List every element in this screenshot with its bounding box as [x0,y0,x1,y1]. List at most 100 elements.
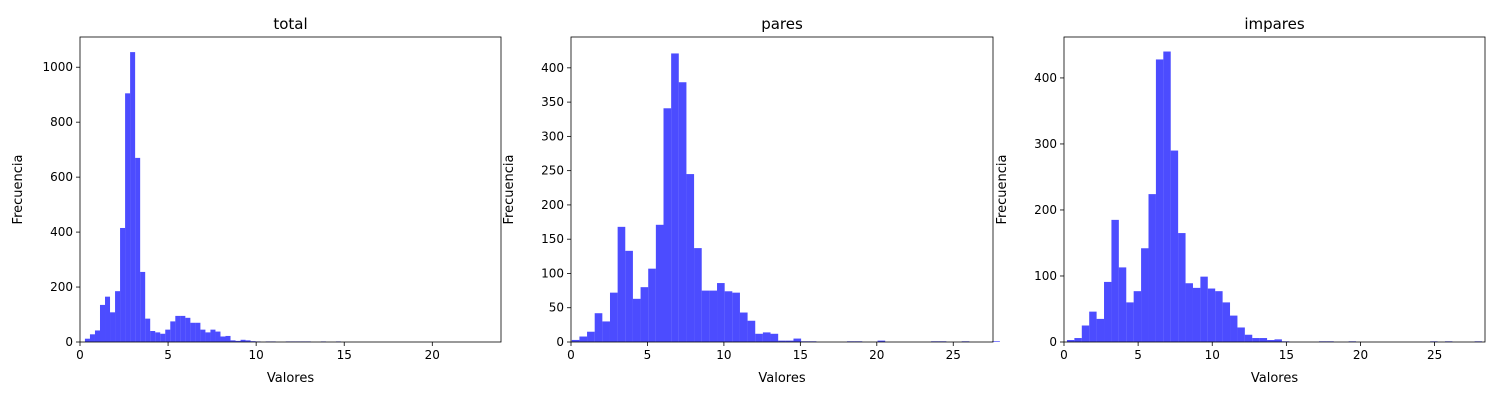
y-tick-label: 250 [541,164,564,178]
y-tick-label: 800 [50,115,73,129]
bar [717,283,725,342]
bar [1252,338,1260,342]
y-tick-label: 200 [50,280,73,294]
bar [1274,339,1282,342]
y-tick-label: 50 [549,301,564,315]
bar [1126,302,1134,342]
x-tick-label: 5 [164,348,172,362]
x-axis-label: Valores [1251,371,1298,386]
bar [125,93,131,342]
bar [195,322,201,342]
x-tick-label: 5 [1134,348,1142,362]
bar [640,287,649,342]
bar [1192,287,1201,342]
bar [1185,283,1193,342]
bar [686,174,695,342]
bar [655,224,664,342]
bar [579,336,588,342]
bar [84,338,90,342]
y-axis-label: Frecuencia [995,155,1010,225]
bar [1237,327,1245,342]
bar [240,339,246,342]
bar [220,336,226,342]
plot-frame [570,36,994,343]
y-tick-label: 200 [541,198,564,212]
bar [1215,291,1223,342]
x-tick-label: 10 [249,348,264,362]
bar [1207,288,1216,342]
chart-title: impares [1244,15,1305,33]
bar [190,322,196,342]
bar [115,291,121,342]
bar [170,321,176,342]
bar [1244,334,1253,342]
bar [1066,340,1075,342]
bar [205,332,211,342]
plot-frame [1063,36,1486,343]
x-tick-label: 15 [337,348,352,362]
bar [235,340,241,342]
x-tick-label: 25 [946,348,961,362]
bar [1111,219,1119,342]
bar [145,318,151,342]
x-tick-label: 0 [567,348,575,362]
y-tick-label: 400 [50,225,73,239]
bar [1074,338,1082,342]
chart-title: total [273,15,307,33]
bar [694,248,702,342]
bar [1163,51,1171,343]
bar [250,341,256,342]
bars [84,52,341,343]
bar [617,226,626,342]
bar [185,317,191,342]
bar [625,250,633,342]
bar [140,271,146,342]
subplot-3: 0 5 10 15 20 25 0 100 200 300 400 impares Valores Fre… [995,15,1486,386]
subplot-1: 0 5 10 15 2002004006008001000totalValoresFre… [11,15,502,386]
bar [105,296,111,342]
bar [747,320,756,342]
bar [1148,194,1156,342]
y-tick-label: 100 [1034,269,1057,283]
plot-frame [79,36,502,343]
bar [155,332,161,342]
y-tick-label: 0 [65,335,73,349]
x-tick-label: 20 [1353,348,1368,362]
bar [1133,291,1142,342]
bar [724,291,733,342]
bar [1118,267,1127,342]
x-tick-label: 20 [869,348,884,362]
y-tick-label: 400 [541,61,564,75]
x-tick-label: 5 [644,348,652,362]
y-axis-label: Frecuencia [11,155,26,225]
bar [755,333,763,342]
bar [94,330,100,342]
bar [793,338,802,342]
x-tick-label: 0 [76,348,84,362]
bar [1081,325,1090,342]
bar [877,340,886,342]
bar [709,290,718,342]
bar [130,52,136,343]
bar [739,312,748,342]
bar [1230,315,1238,342]
bar [762,332,771,342]
x-tick-label: 15 [1279,348,1294,362]
y-axis-label: Frecuencia [502,155,517,225]
bar [165,329,171,342]
y-tick-label: 1000 [42,60,73,74]
bar [587,331,595,342]
bar [609,292,618,342]
bar [778,340,786,342]
bar [175,315,181,342]
bar [1104,281,1112,342]
bar [150,331,156,342]
bar [200,329,206,342]
bar [632,298,641,342]
bars [1066,51,1483,343]
bar [210,329,216,342]
bar [1222,302,1231,342]
bar [602,321,610,342]
bar [245,340,251,342]
